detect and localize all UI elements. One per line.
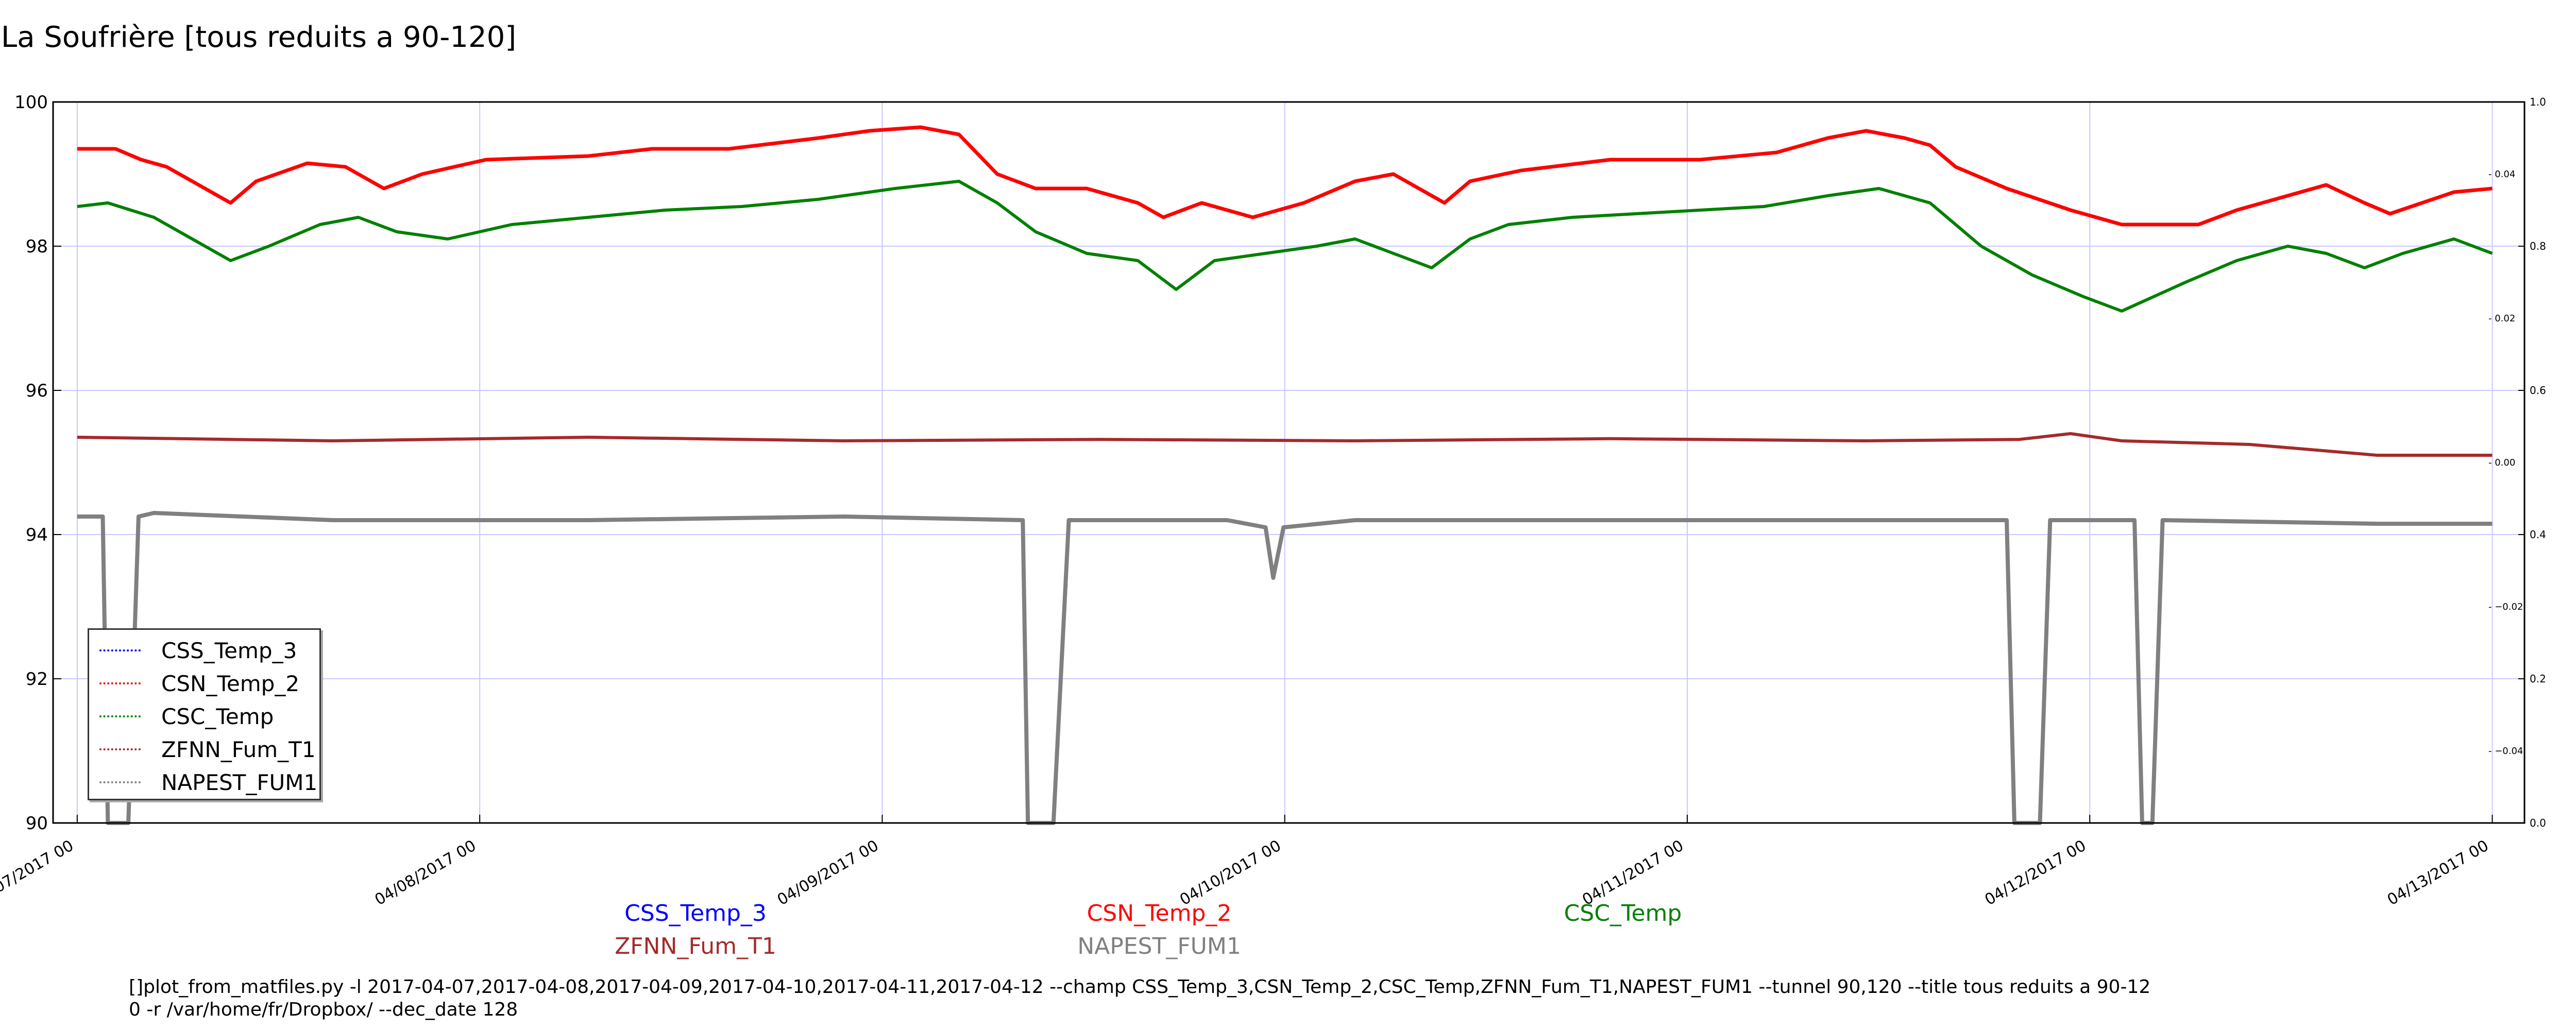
series-label-napest: NAPEST_FUM1 (1077, 933, 1241, 959)
right-axis-tick-label: 0.4 (2530, 528, 2546, 541)
x-tick-label: 04/07/2017 00 (0, 837, 77, 909)
series-label-zfnn: ZFNN_Fum_T1 (615, 933, 776, 959)
plot-frame (52, 101, 2526, 824)
legend-item: NAPEST_FUM1 (99, 767, 317, 798)
y-tick-label: 100 (14, 92, 48, 113)
legend-swatch (99, 715, 141, 717)
right-axis-tick-label: 0.6 (2530, 384, 2546, 397)
x-tick-label: 04/12/2017 00 (1982, 837, 2090, 909)
y-tick-label: 96 (26, 381, 48, 401)
series-label-csc: CSC_Temp (1564, 900, 1682, 926)
series-line-zfnn-fum-t1 (77, 432, 2493, 457)
legend-label: NAPEST_FUM1 (161, 769, 318, 795)
legend-label: CSN_Temp_2 (161, 671, 300, 696)
inner-axis-tick-label: - 0.00 (2488, 457, 2515, 468)
legend-item: CSS_Temp_3 (99, 635, 297, 666)
legend-swatch (99, 682, 141, 684)
x-tick-label: 04/10/2017 00 (1177, 837, 1284, 909)
right-axis-tick-label: 0.2 (2530, 673, 2546, 685)
series-label-csn: CSN_Temp_2 (1087, 900, 1232, 926)
legend-item: CSN_Temp_2 (99, 668, 299, 699)
legend-item: CSC_Temp (99, 701, 274, 732)
axes: 04/07/2017 00 04/08/2017 00 04/09/2017 00 0… (0, 92, 2546, 909)
legend-label: CSC_Temp (161, 703, 274, 729)
inner-axis-tick-label: - 0.02 (2488, 313, 2515, 324)
grid (53, 101, 2524, 823)
y-tick-label: 90 (26, 813, 48, 834)
series-line-napest-fum1 (77, 511, 2493, 825)
legend-item: ZFNN_Fum_T1 (99, 734, 316, 765)
legend-label: CSS_Temp_3 (161, 638, 297, 663)
x-tick-label: 04/11/2017 00 (1579, 837, 1687, 909)
series-lines (77, 125, 2493, 825)
series-line-csc-temp (77, 180, 2493, 313)
y-tick-label: 94 (26, 525, 48, 545)
chart-title: La Soufrière [tous reduits a 90-120] (1, 21, 517, 54)
y-tick-label: 92 (26, 669, 48, 690)
legend-swatch (99, 781, 141, 783)
y-tick-label: 98 (26, 236, 48, 257)
inner-axis-tick-label: - −0.02 (2488, 602, 2523, 612)
inner-axis-tick-label: - −0.04 (2488, 746, 2523, 757)
right-axis-tick-label: 0.0 (2530, 817, 2546, 829)
x-tick-label: 04/09/2017 00 (774, 837, 882, 909)
inner-axis-tick-label: - 0.04 (2488, 169, 2515, 180)
legend-swatch (99, 748, 141, 750)
command-line-2: 0 -r /var/home/fr/Dropbox/ --dec_date 12… (129, 999, 518, 1020)
legend-label: ZFNN_Fum_T1 (161, 736, 316, 762)
legend-swatch (99, 649, 141, 651)
x-tick-label: 04/08/2017 00 (372, 837, 480, 909)
command-line: []plot_from_matfiles.py -l 2017-04-07,20… (129, 976, 2150, 1021)
command-line-1: []plot_from_matfiles.py -l 2017-04-07,20… (129, 976, 2151, 998)
series-label-css: CSS_Temp_3 (624, 900, 767, 926)
series-line-csn-temp-2 (77, 125, 2493, 227)
right-axis-tick-label: 0.8 (2530, 240, 2546, 252)
legend: CSS_Temp_3 CSN_Temp_2 CSC_Temp ZFNN_Fum_… (88, 628, 321, 800)
x-tick-label: 04/13/2017 00 (2384, 837, 2492, 909)
right-axis-tick-label: 1.0 (2530, 96, 2546, 108)
